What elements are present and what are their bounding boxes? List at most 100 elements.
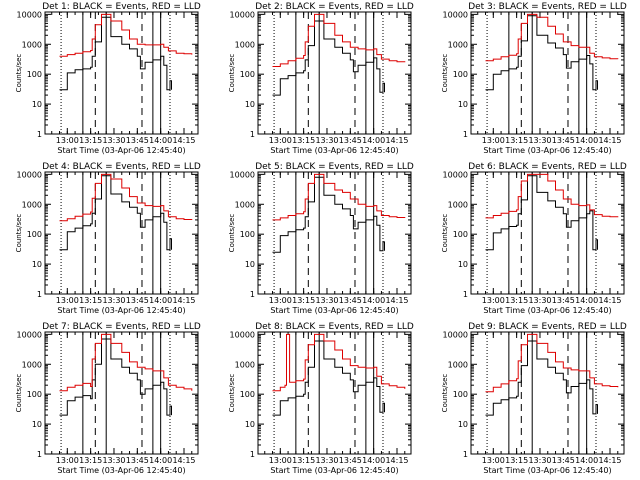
x-tick-label: 13:45 [339, 136, 362, 145]
lld-series-line [272, 13, 406, 67]
panel-det-4: Det 4: BLACK = Events, RED = LLD 1 10 100 10… [15, 162, 201, 315]
y-tick-label: 10000 [443, 10, 468, 19]
y-tick-label: 10000 [17, 170, 42, 179]
x-tick-label: 13:30 [315, 136, 338, 145]
x-tick-label: 13:30 [315, 456, 338, 465]
x-axis-label: Start Time (03-Apr-06 12:45:40) [270, 146, 398, 155]
y-tick-label: 1000 [22, 40, 42, 49]
y-axis-label: Counts/sec [228, 374, 236, 413]
lld-series-line [485, 333, 619, 393]
x-tick-label: 13:30 [528, 296, 551, 305]
y-axis-label: Counts/sec [441, 374, 449, 413]
x-tick-label: 13:30 [102, 296, 125, 305]
y-axis-label: Counts/sec [15, 214, 23, 253]
y-axis-label: Counts/sec [228, 54, 236, 93]
lld-series-line [485, 13, 619, 62]
x-tick-label: 13:15 [505, 456, 528, 465]
panel-det-8: Det 8: BLACK = Events, RED = LLD 1 10 100 10… [228, 322, 414, 475]
y-tick-label: 1000 [235, 40, 255, 49]
x-tick-label: 13:45 [552, 456, 575, 465]
x-axis-label: Start Time (03-Apr-06 12:45:40) [270, 306, 398, 315]
x-tick-label: 13:00 [56, 136, 79, 145]
y-tick-label: 100 [453, 70, 468, 79]
y-tick-label: 1 [463, 290, 468, 299]
y-tick-label: 10000 [443, 170, 468, 179]
x-tick-label: 13:15 [292, 456, 315, 465]
panel-det-3: Det 3: BLACK = Events, RED = LLD 1 10 100 10… [441, 2, 627, 155]
y-tick-label: 1 [463, 130, 468, 139]
y-tick-label: 100 [240, 230, 255, 239]
x-tick-label: 14:15 [598, 296, 621, 305]
x-tick-label: 13:15 [79, 296, 102, 305]
panel-det-7: Det 7: BLACK = Events, RED = LLD 1 10 100 10… [15, 322, 201, 475]
y-tick-label: 100 [27, 230, 42, 239]
lld-series-line [272, 173, 406, 221]
y-tick-label: 1000 [448, 200, 468, 209]
x-tick-label: 13:45 [126, 296, 149, 305]
y-tick-label: 1000 [448, 40, 468, 49]
y-tick-label: 1 [250, 130, 255, 139]
x-tick-label: 13:45 [339, 296, 362, 305]
lld-series-line [59, 333, 193, 392]
x-tick-label: 13:45 [126, 456, 149, 465]
x-tick-label: 14:00 [149, 296, 172, 305]
y-tick-label: 100 [453, 390, 468, 399]
x-tick-label: 14:00 [362, 456, 385, 465]
x-tick-label: 14:15 [172, 296, 195, 305]
x-tick-label: 14:00 [575, 296, 598, 305]
y-tick-label: 10000 [230, 330, 255, 339]
x-tick-label: 13:15 [505, 296, 528, 305]
x-axis-label: Start Time (03-Apr-06 12:45:40) [57, 146, 185, 155]
x-tick-label: 13:15 [292, 136, 315, 145]
y-tick-label: 1 [37, 130, 42, 139]
y-tick-label: 10 [245, 420, 255, 429]
x-tick-label: 13:00 [482, 456, 505, 465]
x-tick-label: 13:30 [102, 456, 125, 465]
y-tick-label: 10000 [17, 10, 42, 19]
x-tick-label: 14:00 [362, 136, 385, 145]
x-axis-label: Start Time (03-Apr-06 12:45:40) [57, 306, 185, 315]
x-tick-label: 14:00 [149, 456, 172, 465]
x-axis-label: Start Time (03-Apr-06 12:45:40) [483, 146, 611, 155]
x-tick-label: 13:30 [102, 136, 125, 145]
y-axis-label: Counts/sec [441, 214, 449, 253]
x-tick-label: 13:00 [56, 296, 79, 305]
x-tick-label: 13:00 [269, 296, 292, 305]
x-axis-label: Start Time (03-Apr-06 12:45:40) [483, 466, 611, 475]
y-tick-label: 10 [245, 260, 255, 269]
panel-title: Det 3: BLACK = Events, RED = LLD [468, 2, 627, 12]
lld-series-line [59, 13, 193, 57]
panel-title: Det 5: BLACK = Events, RED = LLD [255, 162, 414, 172]
y-tick-label: 1000 [448, 360, 468, 369]
panel-title: Det 1: BLACK = Events, RED = LLD [42, 2, 201, 12]
events-series-line [59, 175, 172, 251]
x-tick-label: 14:00 [575, 456, 598, 465]
y-tick-label: 1 [250, 450, 255, 459]
x-tick-label: 14:15 [598, 136, 621, 145]
y-tick-label: 1000 [235, 200, 255, 209]
events-series-line [272, 20, 385, 96]
x-tick-label: 13:00 [56, 456, 79, 465]
x-tick-label: 14:15 [385, 456, 408, 465]
y-tick-label: 100 [240, 390, 255, 399]
y-tick-label: 100 [27, 70, 42, 79]
y-tick-label: 10 [458, 420, 468, 429]
y-tick-label: 10 [32, 100, 42, 109]
panel-title: Det 2: BLACK = Events, RED = LLD [255, 2, 414, 12]
y-tick-label: 10 [32, 420, 42, 429]
x-tick-label: 14:00 [149, 136, 172, 145]
events-series-line [272, 176, 385, 253]
x-tick-label: 13:45 [339, 456, 362, 465]
panel-title: Det 4: BLACK = Events, RED = LLD [42, 162, 201, 172]
plot-frame [44, 171, 199, 295]
x-tick-label: 14:15 [385, 136, 408, 145]
panel-det-1: Det 1: BLACK = Events, RED = LLD 1 10 100 10… [15, 2, 201, 155]
y-tick-label: 10 [458, 100, 468, 109]
x-axis-label: Start Time (03-Apr-06 12:45:40) [483, 306, 611, 315]
panel-title: Det 6: BLACK = Events, RED = LLD [468, 162, 627, 172]
lld-series-line [59, 173, 193, 222]
x-tick-label: 13:30 [528, 136, 551, 145]
events-series-line [485, 340, 598, 416]
x-tick-label: 13:45 [126, 136, 149, 145]
